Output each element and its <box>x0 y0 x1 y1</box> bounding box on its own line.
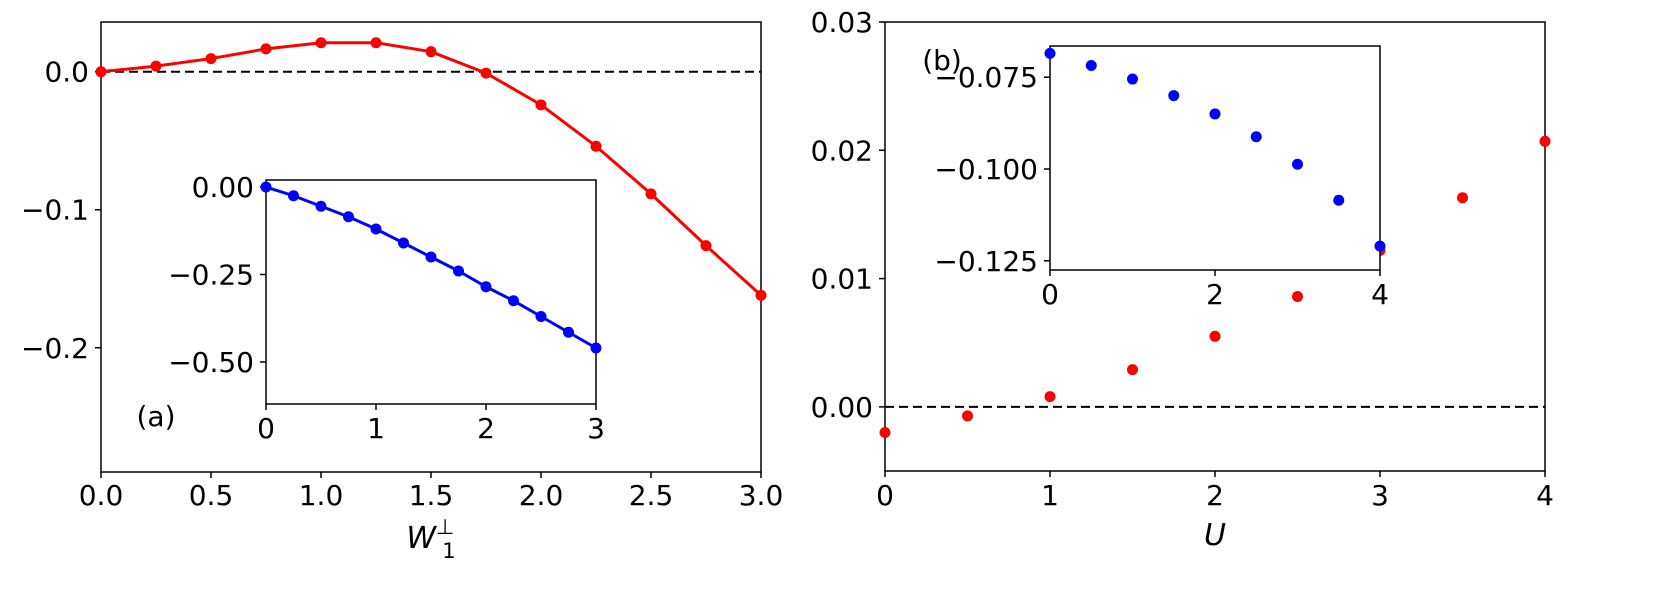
main-x-tick-label: 2.5 <box>629 479 674 512</box>
inset-y-tick-label: −0.125 <box>934 245 1038 278</box>
x-axis-label: W⊥ 1 <box>406 515 455 563</box>
inset-data-point <box>508 295 519 307</box>
main-y-tick-label: 0.00 <box>811 391 873 424</box>
inset-y-tick-label: −0.50 <box>168 346 254 379</box>
inset-x-tick-label: 4 <box>1371 278 1389 311</box>
main-data-point <box>150 60 162 72</box>
main-y-tick-label: 0.02 <box>811 134 873 167</box>
inset-data-point <box>453 265 464 277</box>
main-x-tick-label: 3.0 <box>739 479 784 512</box>
inset-x-tick-label: 1 <box>367 412 385 445</box>
main-data-point <box>535 99 547 111</box>
inset-data-point <box>563 326 574 338</box>
main-data-point <box>480 67 492 79</box>
inset-data-point <box>1209 108 1221 120</box>
inset-data-point <box>370 223 382 235</box>
main-data-point <box>425 46 437 58</box>
main-y-tick-label: 0.01 <box>811 263 873 296</box>
inset-y-tick-label: 0.00 <box>192 171 254 204</box>
main-data-point <box>1292 291 1303 303</box>
main-x-tick-label: 2 <box>1206 479 1224 512</box>
main-x-tick-label: 3 <box>1371 479 1389 512</box>
panel-label: (b) <box>922 44 962 77</box>
panel-b: 0 1 2 3 4 0.03 0.02 0.01 0.00 0 2 4 −0.075 −0.100 −0.1… <box>811 6 1554 553</box>
main-x-tick-label: 0.5 <box>189 479 234 512</box>
inset-plot: 0 2 4 −0.075 −0.100 −0.125 <box>934 45 1389 311</box>
inset-data-point <box>1374 240 1386 252</box>
main-x-tick-label: 1.0 <box>299 479 344 512</box>
inset-data-point <box>535 311 547 322</box>
inset-x-tick-label: 2 <box>477 412 495 445</box>
inset-data-point <box>260 181 272 193</box>
main-data-point <box>205 53 217 65</box>
main-x-tick-label: 1 <box>1041 479 1059 512</box>
main-data-point <box>260 43 272 55</box>
main-x-tick-label: 1.5 <box>409 479 454 512</box>
main-y-tick-label: −0.1 <box>21 194 89 227</box>
main-data-point <box>95 66 107 78</box>
main-x-tick-label: 0.0 <box>79 479 124 512</box>
inset-data-point <box>1168 90 1180 102</box>
inset-plot-frame <box>1049 45 1381 271</box>
main-data-point <box>590 140 602 152</box>
inset-data-point <box>1250 131 1262 143</box>
inset-y-tick-label: −0.100 <box>934 153 1038 186</box>
main-data-point <box>1457 192 1468 204</box>
inset-data-point <box>480 281 492 293</box>
inset-data-point <box>1085 59 1097 71</box>
main-x-tick-label: 4 <box>1536 479 1554 512</box>
main-x-tick-label: 2.0 <box>519 479 564 512</box>
main-y-tick-label: 0.03 <box>811 6 873 39</box>
inset-x-tick-label: 2 <box>1206 278 1224 311</box>
main-data-point <box>755 289 767 301</box>
main-data-point <box>1539 135 1551 147</box>
main-data-point <box>315 37 327 49</box>
inset-data-point <box>1292 158 1303 170</box>
inset-data-point <box>398 237 409 249</box>
inset-x-tick-label: 0 <box>1041 278 1059 311</box>
inset-plot-frame <box>265 179 597 405</box>
inset-plot: 0 1 2 3 0.00 −0.25 −0.50 <box>168 171 605 445</box>
main-data-point <box>879 427 891 439</box>
main-x-tick-label: 0 <box>876 479 894 512</box>
panel-label: (a) <box>136 400 175 433</box>
main-y-tick-label: 0.0 <box>44 56 89 89</box>
inset-x-tick-label: 3 <box>587 412 605 445</box>
main-data-point <box>962 410 973 422</box>
inset-data-point <box>1127 73 1138 85</box>
inset-y-tick-label: −0.075 <box>934 61 1038 94</box>
x-axis-label: U <box>1204 518 1226 553</box>
main-data-point <box>1127 364 1138 376</box>
main-data-point <box>645 188 657 200</box>
inset-data-point <box>590 342 602 354</box>
inset-data-point <box>425 251 437 263</box>
main-data-point <box>1044 391 1056 403</box>
inset-x-tick-label: 0 <box>257 412 275 445</box>
inset-data-point <box>288 190 299 202</box>
inset-data-point <box>1044 47 1056 59</box>
inset-data-point <box>343 211 354 223</box>
main-y-tick-label: −0.2 <box>21 332 89 365</box>
inset-data-point <box>1333 194 1345 206</box>
panel-a: 0.0 0.5 1.0 1.5 2.0 2.5 3.0 0.0 −0.1 −0.2 0 1 2 3 0.00… <box>21 21 784 563</box>
inset-y-tick-label: −0.25 <box>168 259 254 292</box>
main-data-point <box>700 240 712 252</box>
main-data-point <box>1209 330 1221 342</box>
inset-data-point <box>315 200 327 212</box>
main-data-point <box>370 37 382 49</box>
